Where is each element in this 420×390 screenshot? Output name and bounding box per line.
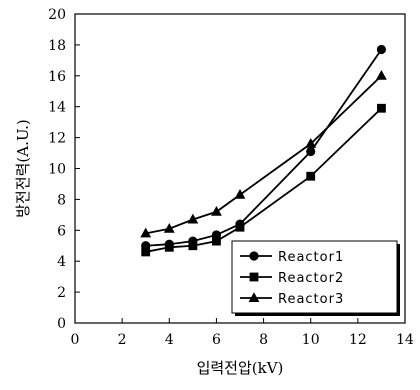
y-tick-label: 18 xyxy=(48,38,66,54)
x-tick-label: 10 xyxy=(302,332,320,348)
y-tick-label: 6 xyxy=(57,223,66,239)
x-tick-label: 0 xyxy=(71,332,80,348)
data-point xyxy=(376,70,387,80)
legend-marker xyxy=(248,292,260,302)
data-point xyxy=(305,137,317,148)
series-reactor2 xyxy=(141,103,386,257)
x-tick-label: 12 xyxy=(349,332,367,348)
x-tick-label: 8 xyxy=(259,332,268,348)
data-point xyxy=(163,222,175,233)
legend-label: Reactor1 xyxy=(278,250,344,265)
data-point xyxy=(164,242,174,252)
y-tick-label: 2 xyxy=(57,285,66,301)
data-point xyxy=(212,236,221,246)
y-tick-label: 0 xyxy=(57,316,66,332)
data-point xyxy=(306,146,316,157)
x-tick-label: 6 xyxy=(212,332,221,348)
data-point xyxy=(211,205,222,216)
legend: Reactor1 Reactor2 Reactor3 xyxy=(231,240,400,316)
data-point xyxy=(141,247,151,257)
x-tick-label: 2 xyxy=(118,332,127,348)
legend-marker xyxy=(249,251,259,261)
series-line xyxy=(145,107,383,253)
data-point xyxy=(234,188,246,199)
y-tick-label: 8 xyxy=(57,192,66,208)
y-axis-title: 방전전력(A.U.) xyxy=(14,119,32,218)
data-point xyxy=(235,222,245,232)
y-tick-label: 12 xyxy=(48,131,66,147)
data-point xyxy=(140,227,152,238)
data-point xyxy=(377,103,386,113)
y-tick-label: 4 xyxy=(57,254,66,270)
legend-label: Reactor2 xyxy=(278,271,344,286)
data-point xyxy=(306,171,316,181)
series-reactor3 xyxy=(140,70,387,238)
x-tick-label: 4 xyxy=(165,332,174,348)
series-reactor1 xyxy=(141,44,387,251)
data-point xyxy=(187,213,199,224)
y-tick-label: 10 xyxy=(48,162,66,178)
series-line xyxy=(145,49,383,247)
y-tick-label: 16 xyxy=(48,69,66,85)
x-axis-title: 입력전압(kV) xyxy=(197,359,284,377)
legend-marker xyxy=(249,272,259,282)
y-tick-label: 20 xyxy=(48,7,66,23)
data-point xyxy=(376,44,387,55)
x-tick-label: 14 xyxy=(396,332,414,348)
data-point xyxy=(188,241,198,251)
y-tick-label: 14 xyxy=(48,100,66,116)
legend-label: Reactor3 xyxy=(278,292,344,307)
